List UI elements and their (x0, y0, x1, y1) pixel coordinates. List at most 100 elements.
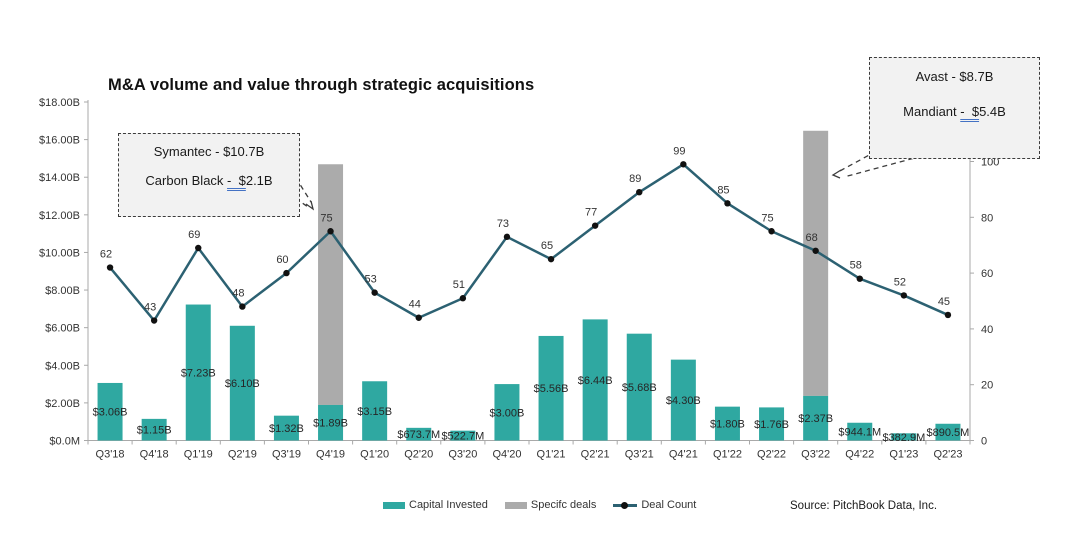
x-axis-label: Q3'20 (448, 449, 477, 461)
x-axis-label: Q4'18 (140, 449, 169, 461)
bar-value-label: $673.7M (397, 429, 440, 441)
deal-count-marker-Q3'19 (283, 269, 290, 277)
x-axis-label: Q3'18 (96, 449, 125, 461)
deal-count-label: 77 (585, 207, 597, 219)
deal-count-label: 44 (409, 299, 421, 311)
bar-value-label: $4.30B (666, 395, 701, 407)
x-axis-label: Q1'21 (537, 449, 566, 461)
deal-count-label: 89 (629, 173, 641, 185)
bar-capital-invested-Q1'21 (538, 335, 564, 441)
deal-count-line (109, 163, 949, 322)
left-axis-tick-label: $0.0M (49, 436, 80, 448)
deal-count-label: 62 (100, 249, 112, 261)
bar-value-label: $890.5M (927, 427, 970, 439)
deal-count-marker-Q4'19 (327, 228, 334, 235)
grammar-underline: - $ (227, 173, 246, 188)
left-axis-tick-label: $10.00B (39, 247, 80, 259)
deal-count-marker-Q1'21 (547, 255, 555, 263)
x-axis-label: Q2'21 (581, 449, 610, 461)
left-axis-tick-label: $8.00B (45, 285, 80, 297)
bar-capital-invested-Q2'23 (935, 423, 961, 441)
deal-count-marker-Q1'23 (900, 292, 908, 299)
bar-capital-invested-Q4'18 (141, 418, 167, 441)
x-axis-label: Q2'20 (404, 449, 433, 461)
bar-capital-invested-Q3'20 (450, 430, 476, 441)
callout-arrowhead-avast (831, 169, 842, 179)
left-axis-tick-label: $16.00B (39, 135, 80, 147)
x-axis-label: Q2'22 (757, 449, 786, 461)
deal-count-label: 99 (673, 145, 685, 157)
legend-item-capital-invested: Capital Invested (383, 499, 488, 511)
deal-count-marker-Q3'21 (636, 188, 643, 196)
bar-capital-invested-Q4'21 (670, 359, 696, 441)
bar-capital-invested-Q4'19 (318, 404, 344, 441)
deal-count-label: 53 (365, 274, 377, 286)
x-axis-label: Q1'23 (889, 449, 918, 461)
right-axis-tick-label: 100 (981, 157, 999, 169)
x-axis-label: Q2'23 (933, 449, 962, 461)
legend-label: Specifc deals (530, 499, 597, 511)
x-axis-label: Q3'22 (801, 449, 830, 461)
legend: Capital Invested Specifc deals Deal Coun… (383, 499, 696, 511)
left-axis-tick-label: $6.00B (45, 323, 80, 335)
bar-capital-invested-Q2'20 (406, 427, 432, 441)
left-axis-tick-label: $18.00B (39, 97, 80, 109)
bar-value-label: $3.06B (93, 407, 128, 419)
bar-value-label: $5.56B (534, 383, 569, 395)
deal-count-label: 43 (144, 302, 156, 314)
callout-arrowhead-symantec (305, 200, 315, 211)
deal-count-marker-Q2'20 (415, 314, 422, 321)
bar-capital-invested-Q2'19 (229, 325, 255, 441)
deal-count-label: 65 (541, 240, 553, 252)
bar-value-label: $522.7M (441, 431, 484, 443)
deal-count-label: 85 (717, 184, 729, 196)
bar-capital-invested-Q3'21 (626, 333, 652, 441)
deal-count-label: 51 (453, 279, 465, 291)
bar-value-label: $7.23B (181, 368, 216, 380)
callout-arrow-symantec (290, 169, 312, 203)
bar-capital-invested-Q1'22 (714, 406, 740, 441)
bar-value-label: $5.68B (622, 382, 657, 394)
bar-capital-invested-Q1'19 (185, 304, 211, 441)
chart-title: M&A volume and value through strategic a… (108, 76, 535, 94)
legend-label: Capital Invested (409, 499, 488, 511)
x-axis-label: Q4'21 (669, 449, 698, 461)
bar-capital-invested-Q4'22 (847, 422, 873, 441)
callout-symantec-line1: Symantec - $10.7B (153, 144, 265, 159)
bar-specific-deals-Q4'19 (318, 164, 344, 405)
deal-count-label: 73 (497, 218, 509, 230)
deal-count-marker-Q4'18 (150, 317, 158, 324)
bar-capital-invested-Q2'22 (759, 407, 785, 441)
bar-value-label: $944.1M (838, 427, 881, 439)
bar-value-label: $3.00B (490, 407, 525, 419)
deal-count-label: 48 (232, 288, 244, 300)
callout-avast-line2: Mandiant - $5.4B (903, 104, 1006, 119)
bar-capital-invested-Q1'20 (362, 381, 388, 441)
bar-value-label: $3.15B (357, 406, 392, 418)
left-axis-tick-label: $4.00B (45, 360, 80, 372)
x-axis-label: Q3'19 (272, 449, 301, 461)
x-axis-label: Q4'20 (492, 449, 521, 461)
callout-symantec-line2: Carbon Black - $2.1B (145, 173, 273, 188)
deal-count-marker-Q3'22 (812, 247, 819, 254)
bar-value-label: $6.44B (578, 375, 613, 387)
bar-value-label: $2.37B (798, 413, 833, 425)
deal-count-label: 69 (188, 229, 200, 241)
deal-count-marker-Q2'23 (944, 311, 952, 319)
left-axis-tick-label: $14.00B (39, 172, 80, 184)
x-axis-label: Q1'22 (713, 449, 742, 461)
bar-capital-invested-Q4'20 (494, 384, 520, 441)
callout-symantec: Symantec - $10.7B Carbon Black - $2.1B (118, 133, 300, 217)
bar-value-label: $1.80B (710, 419, 745, 431)
x-axis-label: Q3'21 (625, 449, 654, 461)
legend-label: Deal Count (641, 499, 697, 511)
deal-count-marker-Q2'21 (591, 222, 599, 229)
deal-count-label: 75 (320, 212, 332, 224)
deal-count-label: 68 (806, 232, 818, 244)
callout-avast-line1: Avast - $8.7B (915, 69, 994, 84)
deal-count-marker-Q1'22 (724, 200, 731, 207)
deal-count-marker-Q3'20 (459, 295, 467, 302)
deal-count-label: 58 (850, 260, 862, 272)
bar-value-label: $382.9M (882, 432, 925, 444)
